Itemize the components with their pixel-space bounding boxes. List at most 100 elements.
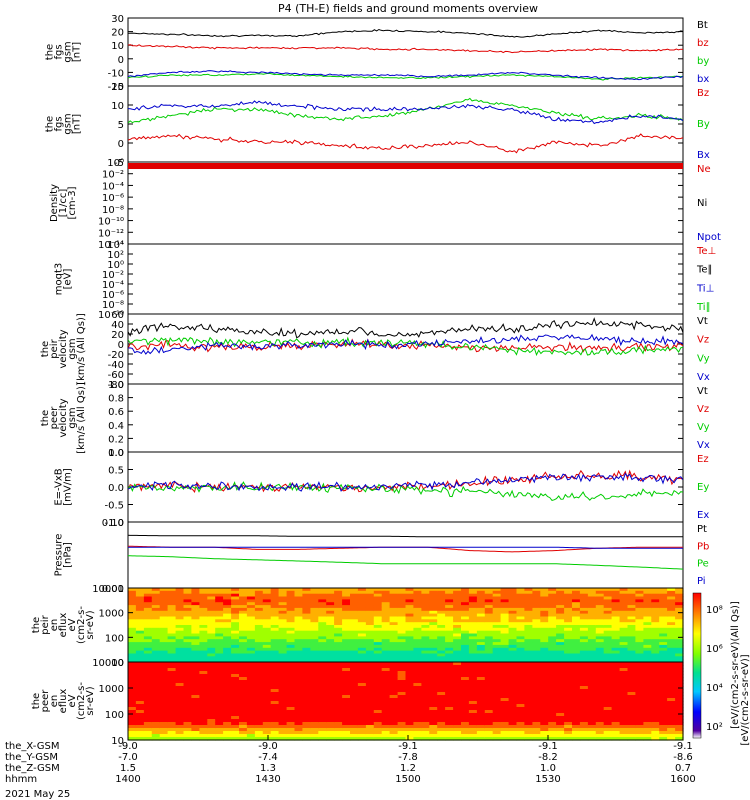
heatmap-cell — [405, 704, 414, 708]
heatmap-cell — [651, 647, 660, 652]
heatmap-cell — [357, 625, 367, 629]
heatmap-cell — [381, 602, 391, 606]
heatmap-cell — [183, 689, 192, 693]
heatmap-cell — [350, 616, 359, 620]
heatmap-cell — [572, 627, 581, 632]
heatmap-cell — [524, 622, 533, 626]
colorbar-tick: 10⁸ — [706, 605, 723, 616]
heatmap-cell — [302, 625, 311, 629]
heatmap-cell — [286, 613, 296, 617]
heatmap-cell — [500, 668, 510, 672]
heatmap-cell — [619, 625, 629, 629]
heatmap-cell — [239, 622, 248, 626]
heatmap-cell — [461, 622, 470, 626]
heatmap-cell — [429, 633, 438, 637]
heatmap-cell — [294, 722, 303, 726]
heatmap-cell — [318, 610, 327, 615]
heatmap-cell — [635, 716, 644, 720]
heatmap-cell — [627, 665, 636, 669]
heatmap-cell — [445, 602, 454, 606]
x-tick-label: -9.1 — [538, 741, 558, 752]
heatmap-cell — [476, 633, 486, 637]
heatmap-cell — [556, 716, 565, 720]
heatmap-cell — [643, 656, 652, 660]
heatmap-cell — [429, 630, 438, 635]
heatmap-cell — [619, 728, 629, 732]
heatmap-cell — [595, 680, 605, 684]
heatmap-cell — [445, 605, 454, 609]
heatmap-cell — [603, 630, 613, 635]
panel-frame — [127, 161, 684, 245]
y-axis-label-line: fgs — [54, 116, 65, 131]
heatmap-cell — [453, 607, 462, 612]
heatmap-cell — [627, 725, 636, 729]
heatmap-cell — [429, 619, 438, 623]
heatmap-cell — [587, 636, 597, 640]
heatmap-cell — [199, 590, 208, 595]
heatmap-cell — [492, 622, 502, 626]
heatmap-cell — [151, 639, 161, 643]
heatmap-cell — [239, 665, 248, 669]
heatmap-cell — [254, 653, 264, 657]
heatmap-cell — [223, 650, 232, 654]
heatmap-cell — [675, 653, 684, 657]
heatmap-cell — [278, 722, 288, 726]
heatmap-cell — [405, 610, 414, 615]
heatmap-cell — [627, 677, 636, 681]
heatmap-cell — [532, 725, 541, 729]
heatmap-cell — [659, 692, 668, 696]
heatmap-cell — [445, 610, 454, 615]
heatmap-cell — [128, 719, 137, 723]
heatmap-cell — [437, 627, 446, 632]
heatmap-cell — [286, 653, 296, 657]
heatmap-cell — [151, 668, 161, 672]
heatmap-cell — [262, 610, 272, 615]
heatmap-cell — [334, 613, 343, 617]
heatmap-cell — [397, 677, 407, 681]
heatmap-cell — [564, 734, 573, 738]
heatmap-cell — [175, 725, 185, 729]
heatmap-cell — [429, 734, 438, 738]
heatmap-cell — [405, 653, 414, 657]
heatmap-cell — [302, 710, 311, 714]
heatmap-cell — [643, 662, 652, 666]
heatmap-cell — [572, 686, 581, 690]
heatmap-cell — [143, 607, 153, 612]
heatmap-cell — [667, 683, 676, 687]
heatmap-cell — [397, 674, 407, 678]
heatmap-cell — [437, 613, 446, 617]
heatmap-cell — [492, 627, 502, 632]
heatmap-cell — [603, 725, 613, 729]
heatmap-cell — [461, 647, 470, 652]
heatmap-cell — [326, 659, 335, 663]
heatmap-cell — [453, 659, 462, 663]
heatmap-cell — [429, 596, 438, 600]
heatmap-cell — [595, 605, 605, 609]
heatmap-cell — [326, 619, 335, 623]
heatmap-cell — [326, 686, 335, 690]
heatmap-cell — [587, 602, 597, 606]
heatmap-cell — [365, 605, 375, 609]
heatmap-cell — [453, 680, 462, 684]
heatmap-cell — [365, 725, 375, 729]
x-tick-label: -9.1 — [673, 741, 693, 752]
heatmap-cell — [365, 613, 375, 617]
heatmap-cell — [223, 677, 232, 681]
heatmap-cell — [239, 653, 248, 657]
heatmap-cell — [302, 683, 311, 687]
heatmap-cell — [667, 636, 676, 640]
heatmap-cell — [167, 596, 177, 600]
heatmap-cell — [286, 605, 296, 609]
heatmap-cell — [373, 642, 383, 646]
heatmap-cell — [183, 731, 192, 735]
heatmap-cell — [492, 734, 502, 738]
x-axis-row-label: the_Z-GSM — [5, 763, 60, 774]
heatmap-cell — [564, 636, 573, 640]
heatmap-cell — [468, 704, 478, 708]
heatmap-cell — [278, 668, 288, 672]
heatmap-cell — [191, 619, 200, 623]
heatmap-cell — [167, 642, 177, 646]
heatmap-cell — [246, 692, 256, 696]
heatmap-cell — [310, 607, 319, 612]
heatmap-cell — [611, 671, 621, 675]
